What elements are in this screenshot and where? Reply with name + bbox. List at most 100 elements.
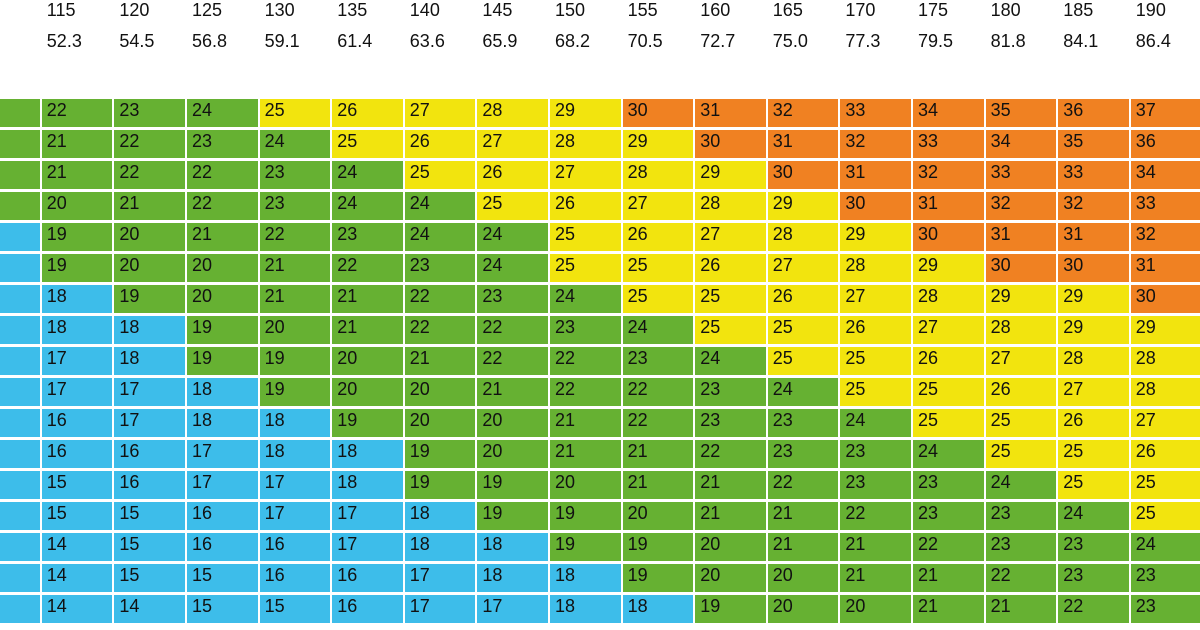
bmi-cell-r1-c1: 21 (41, 130, 113, 158)
bmi-cell-r3-c13: 31 (913, 192, 984, 220)
bmi-cell-r10-c14: 25 (985, 409, 1057, 437)
bmi-cell-r13-c2: 15 (114, 502, 185, 530)
bmi-cell-r12-c2: 16 (114, 471, 185, 499)
bmi-cell-r7-c4: 20 (259, 316, 331, 344)
bmi-cell-r9-c0 (0, 378, 40, 406)
bmi-cell-r3-c5: 24 (332, 192, 403, 220)
height-header-8: 150 (555, 0, 586, 20)
bmi-cell-r9-c1: 17 (41, 378, 113, 406)
bmi-cell-r9-c3: 18 (187, 378, 258, 406)
bmi-cell-r9-c9: 22 (622, 378, 694, 406)
bmi-cell-r12-c0 (0, 471, 40, 499)
bmi-cell-r6-c7: 23 (477, 285, 548, 313)
bmi-cell-r16-c3: 15 (187, 595, 258, 623)
bmi-cell-r11-c11: 23 (767, 440, 839, 468)
bmi-cell-r11-c8: 21 (550, 440, 621, 468)
bmi-cell-r14-c4: 16 (259, 533, 331, 561)
bmi-cell-r12-c9: 21 (622, 471, 694, 499)
bmi-cell-r2-c7: 26 (477, 161, 548, 189)
bmi-cell-r4-c5: 23 (332, 223, 403, 251)
bmi-cell-r15-c1: 14 (41, 564, 113, 592)
bmi-cell-r3-c7: 25 (477, 192, 548, 220)
bmi-cell-r16-c13: 21 (913, 595, 984, 623)
bmi-cell-r7-c14: 28 (985, 316, 1057, 344)
bmi-cell-r5-c15: 30 (1058, 254, 1129, 282)
bmi-cell-r1-c6: 26 (404, 130, 476, 158)
bmi-cell-r3-c11: 29 (767, 192, 839, 220)
bmi-cell-r8-c4: 19 (259, 347, 331, 375)
bmi-cell-r16-c9: 18 (622, 595, 694, 623)
height-cm-header-5: 61.4 (337, 31, 373, 51)
bmi-cell-r2-c11: 30 (767, 161, 839, 189)
bmi-cell-r15-c0 (0, 564, 40, 592)
height-header-1: 115 (46, 0, 76, 20)
bmi-cell-r5-c12: 28 (840, 254, 911, 282)
bmi-cell-r0-c8: 29 (550, 99, 621, 127)
height-cm-header-6: 63.6 (409, 31, 445, 51)
bmi-cell-r1-c2: 22 (114, 130, 185, 158)
bmi-cell-r1-c4: 24 (259, 130, 331, 158)
bmi-cell-r4-c10: 27 (695, 223, 766, 251)
bmi-cell-r5-c4: 21 (259, 254, 331, 282)
bmi-cell-r16-c2: 14 (114, 595, 185, 623)
bmi-cell-r7-c7: 22 (477, 316, 548, 344)
bmi-cell-r2-c14: 33 (985, 161, 1057, 189)
height-cm-header-13: 79.5 (918, 31, 954, 51)
bmi-cell-r11-c16: 26 (1130, 440, 1200, 468)
bmi-cell-r14-c15: 23 (1058, 533, 1129, 561)
bmi-cell-r15-c6: 17 (404, 564, 476, 592)
bmi-cell-r3-c16: 33 (1130, 192, 1200, 220)
bmi-cell-r16-c16: 23 (1130, 595, 1200, 623)
bmi-cell-r2-c15: 33 (1058, 161, 1129, 189)
bmi-cell-r2-c4: 23 (259, 161, 331, 189)
bmi-cell-r4-c0 (0, 223, 40, 251)
bmi-cell-r13-c9: 20 (622, 502, 694, 530)
bmi-cell-r11-c14: 25 (985, 440, 1057, 468)
bmi-cell-r6-c2: 19 (114, 285, 185, 313)
bmi-cell-r8-c12: 25 (840, 347, 911, 375)
bmi-cell-r4-c4: 22 (259, 223, 331, 251)
height-header-6: 140 (409, 0, 440, 20)
bmi-cell-r9-c11: 24 (767, 378, 839, 406)
bmi-cell-r1-c12: 32 (840, 130, 911, 158)
bmi-cell-r16-c12: 20 (840, 595, 911, 623)
bmi-cell-r3-c15: 32 (1058, 192, 1129, 220)
bmi-cell-r13-c3: 16 (187, 502, 258, 530)
bmi-cell-r2-c5: 24 (332, 161, 403, 189)
height-header-2: 120 (119, 0, 150, 20)
height-cm-header-10: 72.7 (700, 31, 736, 51)
bmi-cell-r12-c1: 15 (41, 471, 113, 499)
bmi-cell-r7-c5: 21 (332, 316, 403, 344)
bmi-cell-r1-c15: 35 (1058, 130, 1129, 158)
bmi-cell-r8-c0 (0, 347, 40, 375)
bmi-cell-r13-c4: 17 (259, 502, 331, 530)
height-cm-header-2: 54.5 (119, 31, 155, 51)
bmi-cell-r7-c16: 29 (1130, 316, 1200, 344)
bmi-cell-r5-c3: 20 (187, 254, 258, 282)
bmi-cell-r15-c8: 18 (550, 564, 621, 592)
bmi-cell-r0-c7: 28 (477, 99, 548, 127)
bmi-cell-r15-c2: 15 (114, 564, 185, 592)
bmi-cell-r4-c2: 20 (114, 223, 185, 251)
bmi-cell-r14-c1: 14 (41, 533, 113, 561)
bmi-cell-r13-c11: 21 (767, 502, 839, 530)
bmi-cell-r14-c7: 18 (477, 533, 548, 561)
bmi-cell-r7-c11: 25 (767, 316, 839, 344)
height-cm-header-9: 70.5 (627, 31, 663, 51)
bmi-cell-r6-c10: 25 (695, 285, 766, 313)
bmi-cell-r9-c12: 25 (840, 378, 911, 406)
bmi-cell-r8-c6: 21 (404, 347, 476, 375)
bmi-cell-r10-c16: 27 (1130, 409, 1200, 437)
bmi-cell-r16-c8: 18 (550, 595, 621, 623)
bmi-cell-r10-c8: 21 (550, 409, 621, 437)
height-cm-header-12: 77.3 (845, 31, 881, 51)
bmi-cell-r3-c8: 26 (550, 192, 621, 220)
bmi-cell-r15-c5: 16 (332, 564, 403, 592)
bmi-cell-r15-c12: 21 (840, 564, 911, 592)
bmi-cell-r2-c10: 29 (695, 161, 766, 189)
bmi-cell-r7-c13: 27 (913, 316, 984, 344)
bmi-cell-r13-c16: 25 (1130, 502, 1200, 530)
bmi-cell-r8-c5: 20 (332, 347, 403, 375)
bmi-cell-r1-c13: 33 (913, 130, 984, 158)
bmi-cell-r12-c15: 25 (1058, 471, 1129, 499)
